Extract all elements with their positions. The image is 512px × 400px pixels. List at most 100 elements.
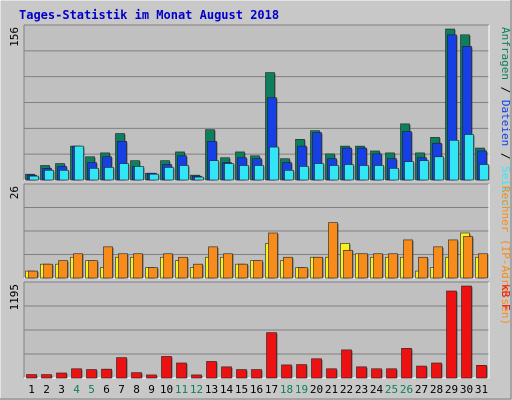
x-tick-label: 11 (175, 383, 188, 396)
bar-seiten (254, 165, 264, 181)
x-tick-label: 3 (58, 383, 65, 396)
bar-besuche (433, 246, 443, 279)
bar-seiten (104, 167, 114, 181)
legend-entry: Anfragen (499, 27, 512, 80)
x-tick-label: 20 (310, 383, 323, 396)
bar-seiten (119, 163, 129, 181)
x-tick-label: 9 (148, 383, 155, 396)
bar-kb (221, 366, 232, 379)
bar-kb (416, 365, 427, 379)
bar-besuche (343, 250, 353, 279)
bar-seiten (44, 170, 54, 181)
bar-seiten (179, 165, 189, 181)
bar-seiten (449, 140, 459, 181)
bar-seiten (164, 167, 174, 181)
x-tick-label: 1 (28, 383, 35, 396)
bar-besuche (148, 267, 158, 279)
y-max-label-bottom: 1195 (8, 284, 21, 311)
bar-seiten (299, 166, 309, 181)
x-tick-label: 12 (190, 383, 203, 396)
bar-kb (311, 358, 322, 379)
x-tick-label: 8 (133, 383, 140, 396)
bar-kb (401, 348, 412, 379)
bar-seiten (404, 161, 414, 181)
bar-kb (476, 364, 487, 379)
bar-seiten (314, 163, 324, 181)
bar-seiten (29, 175, 39, 181)
bar-seiten (149, 173, 159, 181)
bar-besuche (103, 246, 113, 279)
bar-kb (236, 369, 247, 379)
bar-kb (431, 362, 442, 379)
bar-kb (26, 374, 37, 379)
bar-kb (41, 374, 52, 379)
x-tick-label: 23 (355, 383, 368, 396)
bar-seiten (74, 145, 84, 181)
bar-besuche (133, 253, 143, 279)
x-tick-label: 16 (250, 383, 263, 396)
x-tick-label: 28 (430, 383, 443, 396)
bar-kb (56, 372, 67, 379)
bar-kb (101, 368, 112, 379)
x-tick-label: 10 (160, 383, 173, 396)
x-axis-day-labels: 1 2 3 4 5 6 7 8 9 10 11 12 13 14 15 16 17 18 19 20 21 22 23 24 2… (28, 383, 488, 396)
x-tick-label: 13 (205, 383, 218, 396)
bar-besuche (388, 253, 398, 279)
legend-middle: Rechner (IP-Adressen) (499, 186, 512, 325)
x-tick-label: 15 (235, 383, 248, 396)
legend-bottom: kB F (499, 284, 512, 311)
bar-besuche (28, 270, 38, 279)
bar-besuche (448, 239, 458, 279)
bar-kb (461, 285, 472, 379)
bar-besuche (403, 239, 413, 279)
bar-besuche (208, 246, 218, 279)
bar-seiten (434, 156, 444, 181)
x-tick-label: 18 (280, 383, 293, 396)
x-tick-label: 24 (370, 383, 384, 396)
x-tick-label: 31 (475, 383, 488, 396)
bar-kb (251, 369, 262, 379)
legend-entry: Dateien (499, 100, 512, 146)
bar-seiten (89, 168, 99, 181)
bar-seiten (284, 170, 294, 181)
x-tick-label: 21 (325, 383, 338, 396)
bar-besuche (73, 253, 83, 279)
x-tick-label: 7 (118, 383, 125, 396)
x-tick-label: 2 (43, 383, 50, 396)
panel-top: 156 Anfragen / Dateien / Seiten (8, 24, 512, 206)
bar-besuche (88, 260, 98, 279)
x-tick-label: 26 (400, 383, 413, 396)
bar-seiten (134, 166, 144, 181)
bar-kb (266, 332, 277, 379)
bar-seiten (329, 165, 339, 181)
bar-seiten (194, 176, 204, 181)
legend-top: Anfragen / Dateien / Seiten (499, 27, 512, 206)
bar-kb (446, 290, 457, 379)
bar-besuche (373, 253, 383, 279)
bar-kb (116, 357, 127, 379)
bar-seiten (344, 164, 354, 181)
bar-kb (191, 374, 202, 379)
x-tick-label: 6 (103, 383, 110, 396)
bar-seiten (224, 163, 234, 181)
bar-kb (386, 368, 397, 379)
x-tick-label: 5 (88, 383, 95, 396)
bar-kb (71, 368, 82, 379)
bar-kb (281, 364, 292, 379)
bar-besuche (193, 263, 203, 279)
bar-besuche (313, 256, 323, 279)
x-tick-label: 14 (220, 383, 234, 396)
bar-besuche (43, 263, 53, 279)
legend-entry: Rechner (IP-Adressen) (499, 186, 512, 325)
bar-besuche (253, 260, 263, 279)
x-tick-label: 17 (265, 383, 278, 396)
bar-seiten (389, 168, 399, 181)
bar-besuche (298, 267, 308, 279)
bar-besuche (268, 232, 278, 279)
bar-besuche (478, 253, 488, 279)
bar-kb (146, 374, 157, 379)
x-tick-label: 30 (460, 383, 473, 396)
bar-kb (356, 366, 367, 379)
